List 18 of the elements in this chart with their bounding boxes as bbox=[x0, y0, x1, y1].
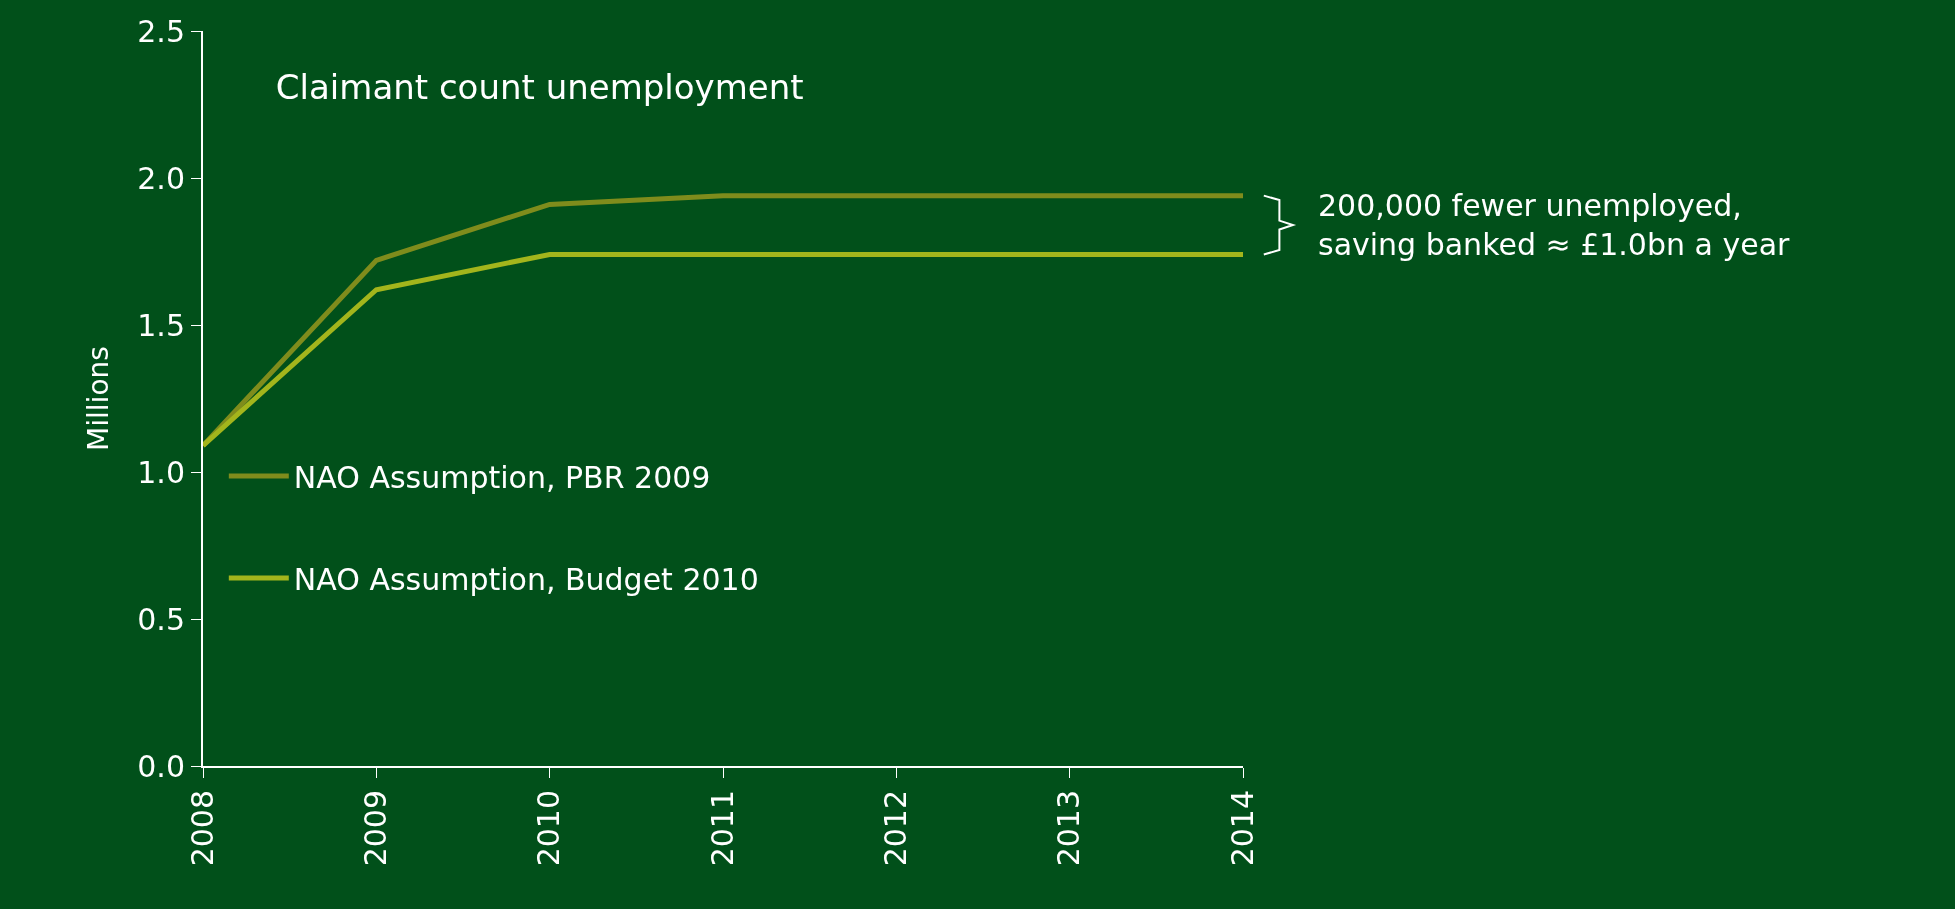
x-tick-label: 2013 bbox=[1051, 790, 1087, 867]
legend-label: NAO Assumption, Budget 2010 bbox=[293, 561, 759, 597]
text: Claimant count unemployment bbox=[275, 66, 804, 107]
x-tick-label: 2010 bbox=[531, 790, 567, 867]
y-tick-label: 1.0 bbox=[137, 454, 185, 490]
x-tick-label: 2009 bbox=[358, 790, 394, 867]
x-tick-label: 2011 bbox=[704, 790, 740, 867]
y-tick-label: 0.0 bbox=[137, 748, 185, 784]
y-tick-label: 1.5 bbox=[137, 307, 185, 343]
x-tick-label: 2008 bbox=[184, 790, 220, 867]
legend-label: NAO Assumption, PBR 2009 bbox=[293, 459, 711, 495]
y-axis-title: Millions bbox=[82, 346, 116, 451]
x-tick-label: 2012 bbox=[878, 790, 914, 867]
y-tick-label: 0.5 bbox=[137, 601, 185, 637]
text: 200,000 fewer unemployed, saving banked ≈ £1.0bn a year bbox=[1318, 188, 1791, 262]
x-tick-label: 2014 bbox=[1224, 790, 1260, 867]
y-tick-label: 2.5 bbox=[137, 13, 185, 49]
y-tick-label: 2.0 bbox=[137, 160, 185, 196]
